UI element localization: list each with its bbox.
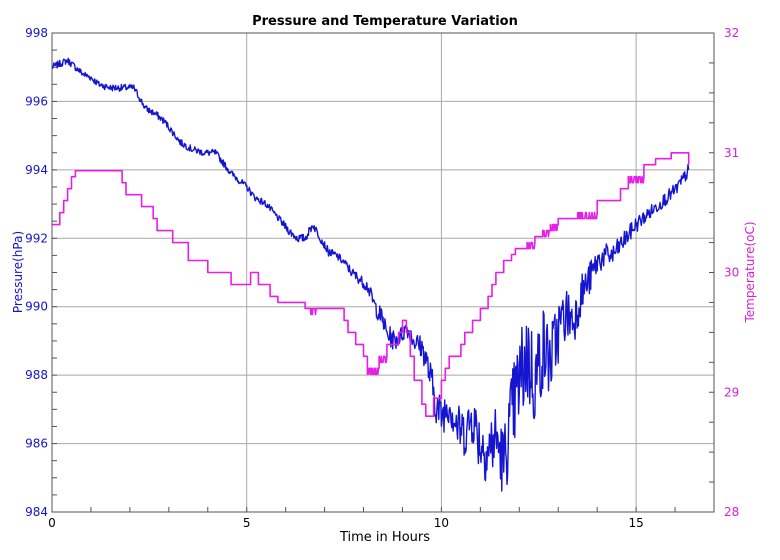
y-tick-label: 984 bbox=[25, 505, 48, 519]
pressure-series-line bbox=[51, 57, 690, 492]
y2-tick-label: 28 bbox=[724, 505, 739, 519]
x-tick-label: 15 bbox=[628, 516, 643, 530]
y-tick-labels: 984 986 988 990 992 994 996 998 bbox=[25, 26, 48, 519]
y-tick-label: 990 bbox=[25, 300, 48, 314]
x-tick-label: 5 bbox=[243, 516, 251, 530]
y-axis-label: Pressure(hPa) bbox=[11, 231, 25, 313]
y2-axis-label: Temperature(oC) bbox=[743, 221, 757, 323]
y-tick-label: 994 bbox=[25, 163, 48, 177]
y2-tick-label: 30 bbox=[724, 266, 739, 280]
y-tick-label: 988 bbox=[25, 368, 48, 382]
x-tick-labels: 0 5 10 15 bbox=[48, 516, 644, 530]
series-lines bbox=[51, 57, 690, 492]
y-tick-label: 996 bbox=[25, 94, 48, 108]
temperature-series-line bbox=[51, 152, 690, 417]
x-axis-label: Time in Hours bbox=[339, 530, 430, 545]
y2-tick-label: 32 bbox=[724, 26, 739, 40]
x-tick-label: 0 bbox=[48, 516, 56, 530]
grid bbox=[51, 32, 714, 513]
y2-tick-labels: 28 29 30 31 32 bbox=[724, 26, 739, 519]
y2-tick-label: 31 bbox=[724, 146, 739, 160]
y-tick-label: 986 bbox=[25, 437, 48, 451]
y-tick-label: 992 bbox=[25, 231, 48, 245]
y2-tick-label: 29 bbox=[724, 385, 739, 399]
x-tick-label: 10 bbox=[434, 516, 449, 530]
plot-frame bbox=[51, 32, 715, 513]
y-tick-label: 998 bbox=[25, 26, 48, 40]
chart-title: Pressure and Temperature Variation bbox=[252, 14, 518, 29]
minor-ticks bbox=[51, 32, 715, 513]
